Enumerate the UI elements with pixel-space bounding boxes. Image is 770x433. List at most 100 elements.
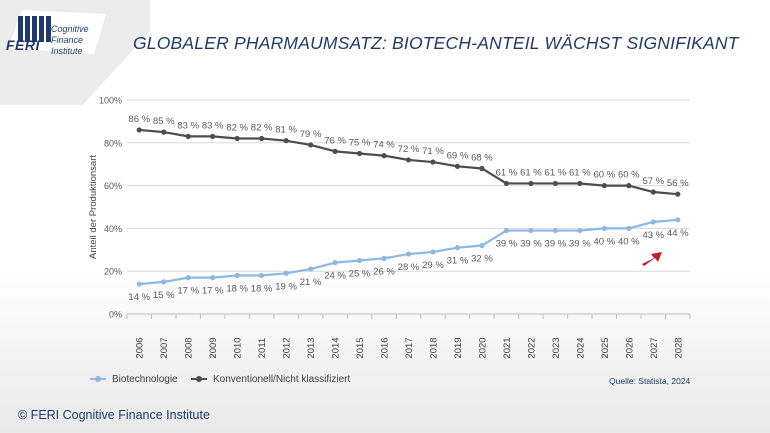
x-tick-label: 2027 [649,337,660,358]
x-tick-label: 2023 [551,337,562,358]
x-tick-label: 2017 [404,337,415,358]
y-axis-label: Anteil der Produktionsart [88,155,99,259]
data-label: 69 % [447,150,469,161]
x-tick-label: 2025 [600,337,611,358]
data-label: 39 % [569,239,591,250]
data-label: 86 % [128,114,150,125]
data-point [307,142,314,148]
data-label: 39 % [520,239,542,250]
x-tick-label: 2019 [453,337,464,358]
data-label: 61 % [545,167,567,178]
data-label: 75 % [349,138,371,149]
logo-tagline-3: Institute [51,46,83,56]
x-tick-label: 2020 [477,337,488,358]
data-label: 31 % [447,256,469,267]
data-label: 83 % [202,120,224,131]
data-point [503,180,510,187]
data-label: 56 % [667,178,689,189]
data-label: 18 % [226,283,248,294]
tick-labels: 0% 20% 40% 60% 80% 100% 2006 2007 2008 2009 2010 20… [99,96,684,359]
data-label: 18 % [251,283,273,294]
logo-tagline-1: Cognitive [51,24,89,34]
data-point [234,272,240,279]
data-label: 25 % [349,269,371,280]
logo-name: FERI [6,37,40,53]
logo-tagline: Cognitive Finance Institute [51,24,89,57]
arrow-icon [642,252,662,266]
x-tick-label: 2011 [257,338,268,358]
footer-copyright: © FERI Cognitive Finance Institute [18,408,210,422]
data-point [601,183,607,189]
data-label: 43 % [642,230,664,241]
x-tick-label: 2006 [135,337,146,358]
data-label: 72 % [398,144,420,155]
data-point [332,148,338,154]
feri-logo-icon [8,10,106,54]
data-label: 68 % [471,152,493,163]
data-point [259,272,265,279]
y-tick-label: 60% [104,181,122,191]
legend-bio-label: Biotechnologie [112,374,178,385]
data-point [675,191,681,197]
data-point [650,219,656,225]
x-tick-label: 2008 [184,337,195,358]
x-tick-label: 2018 [428,337,439,358]
data-point [283,138,289,144]
data-label: 85 % [153,116,175,127]
data-label: 17 % [177,286,199,297]
data-point [161,129,167,135]
x-tick-label: 2021 [502,337,513,358]
y-tick-label: 0% [109,310,122,320]
x-tick-label: 2009 [208,337,219,358]
y-tick-label: 40% [104,224,122,234]
x-tick-label: 2024 [575,337,586,358]
data-point [675,217,681,223]
data-label: 61 % [569,167,591,178]
data-point [405,157,412,163]
data-point [577,227,583,234]
data-point [136,281,142,287]
data-label: 60 % [618,170,640,181]
data-labels: 14 % 15 % 17 % 17 % 18 % 18 % 19 % 21 %24 % 25 %… [128,114,689,303]
data-label: 17 % [202,286,224,297]
data-label: 19 % [275,281,297,292]
data-point [185,133,191,139]
data-label: 15 % [153,290,175,301]
data-label: 71 % [422,146,444,157]
data-label: 39 % [545,239,567,250]
x-tick-label: 2026 [624,337,635,358]
data-point [259,135,265,142]
data-point [479,165,485,172]
data-point [210,275,216,281]
data-point [626,183,632,189]
data-label: 24 % [324,271,346,282]
y-tick-label: 20% [104,267,122,277]
y-tick-label: 100% [99,96,122,106]
data-point [552,180,558,187]
page-title: GLOBALER PHARMAUMSATZ: BIOTECH-ANTEIL WÄ… [133,33,739,53]
legend-item-bio: Biotechnologie [90,374,178,385]
x-tick-label: 2016 [380,337,391,358]
legend-item-conv: Konventionell/Nicht klassifiziert [191,374,350,385]
data-label: 40 % [618,236,640,247]
data-label: 26 % [373,266,395,277]
data-label: 74 % [373,140,395,151]
data-point [136,127,142,133]
legend-bio-swatch [90,376,106,383]
data-label: 76 % [324,135,346,146]
data-label: 39 % [496,239,518,250]
data-label: 44 % [667,228,689,239]
data-point [356,150,363,157]
data-point [234,135,240,142]
data-label: 79 % [300,129,322,140]
data-point [381,153,387,159]
data-point [283,270,289,276]
data-point [454,245,461,251]
data-point [503,227,510,234]
data-label: 83 % [177,120,199,131]
data-point [210,133,216,139]
data-label: 32 % [471,254,493,265]
data-point [185,275,191,281]
data-label: 57 % [642,176,664,187]
x-tick-label: 2010 [233,337,244,358]
